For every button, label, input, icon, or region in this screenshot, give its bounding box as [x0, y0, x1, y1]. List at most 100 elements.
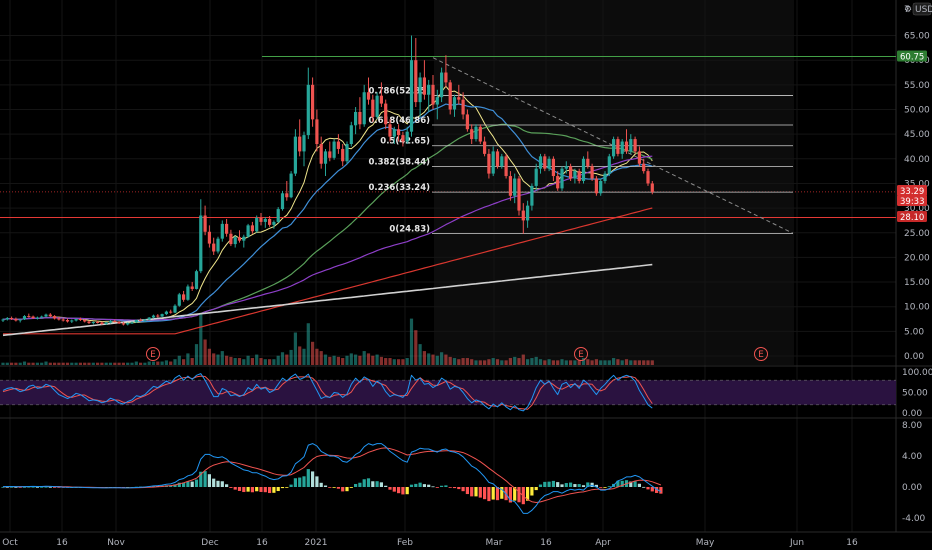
volume-bar	[276, 355, 280, 365]
volume-bar	[465, 358, 469, 365]
volume-bar	[500, 360, 504, 365]
volume-bar	[263, 359, 267, 365]
macd-histogram-bar	[35, 486, 39, 488]
time-tick-label: 16	[256, 538, 268, 548]
macd-histogram-bar	[315, 476, 319, 487]
candle-body	[61, 319, 65, 321]
volume-bar	[173, 359, 177, 365]
macd-histogram-bar	[577, 484, 581, 487]
volume-bar	[108, 362, 113, 365]
macd-histogram-bar	[461, 487, 465, 492]
candle-body	[521, 210, 525, 221]
volume-bar	[620, 360, 624, 365]
volume-bar	[35, 362, 39, 365]
volume-bar	[250, 358, 254, 365]
candle-body	[100, 322, 104, 324]
volume-bar	[526, 359, 530, 365]
candle-body	[418, 77, 422, 103]
settings-icon[interactable]: ⚙	[904, 5, 912, 15]
volume-bar	[461, 358, 465, 365]
macd-line	[2, 443, 662, 514]
macd-histogram-bar	[564, 483, 568, 487]
currency-label-box[interactable]	[912, 2, 932, 16]
candle-body	[237, 237, 242, 241]
candle-body	[272, 221, 276, 225]
candle-body	[229, 233, 233, 245]
volume-bar	[431, 354, 435, 365]
candle-body	[246, 225, 250, 237]
price-tick-label: 7	[904, 5, 910, 15]
candle-body	[306, 84, 310, 136]
candle-body	[491, 151, 495, 174]
time-tick-label: 16	[846, 538, 858, 548]
macd-histogram-bar	[362, 479, 366, 487]
candle-body	[586, 158, 590, 167]
candle-body	[70, 320, 74, 322]
time-axis[interactable]: Oct 16 Nov Dec 16 2021 Feb Mar 16 Apr May Jun 16	[2, 538, 858, 548]
macd-histogram-bar	[272, 487, 276, 493]
stochastic-k-line	[2, 373, 653, 412]
macd-histogram-bar	[431, 486, 435, 488]
candle-body	[48, 314, 52, 317]
volume-bar	[70, 362, 74, 365]
candle-body	[160, 314, 164, 317]
trend-line[interactable]	[432, 57, 794, 234]
volume-bar	[564, 360, 568, 365]
candle-body	[216, 238, 220, 252]
price-tag-label: 28.10	[900, 213, 924, 223]
volume-bar	[594, 359, 598, 365]
candle-body	[513, 178, 517, 196]
candle-body	[427, 84, 431, 95]
macd-histogram-bar	[392, 487, 396, 492]
volume-bar	[405, 358, 409, 365]
volume-bar	[27, 362, 31, 365]
ma-long-line	[2, 263, 653, 337]
candle-body	[207, 231, 211, 244]
candle-body	[242, 236, 246, 241]
macd-histogram-bar	[280, 487, 285, 489]
candle-body	[616, 139, 620, 154]
stochastic-tick-label: 100.00	[902, 368, 932, 378]
macd-histogram-bar	[345, 487, 349, 492]
volume-bar	[147, 361, 151, 365]
candle-body	[646, 171, 650, 184]
fib-level-label: 0.618(46.86)	[368, 116, 430, 126]
macd-histogram-bar	[401, 487, 405, 495]
volume-bar	[87, 362, 91, 365]
candle-body	[504, 156, 508, 177]
stochastic-axis[interactable]: 100.00 50.00 0.00	[902, 368, 932, 419]
candle-body	[435, 97, 439, 105]
candlesticks	[1, 35, 654, 326]
candle-body	[452, 97, 457, 110]
candle-body	[599, 180, 603, 194]
volume-bar	[280, 352, 285, 365]
macd-histogram-bar	[581, 485, 586, 487]
price-tick-label: 30.00	[904, 204, 930, 214]
volume-bar	[646, 360, 650, 365]
volume-bar	[616, 359, 620, 365]
candle-body	[624, 141, 629, 152]
volume-bar	[61, 362, 65, 365]
macd-histogram-bar	[586, 482, 590, 487]
fib-level-label: 0(24.83)	[389, 225, 430, 235]
candle-body	[276, 209, 280, 222]
volume-bar	[212, 353, 216, 365]
macd-histogram-bar	[259, 487, 263, 492]
macd-histogram-bar	[225, 484, 229, 487]
candle-body	[5, 318, 9, 320]
volume-bar	[242, 359, 246, 365]
macd-histogram-bar	[31, 486, 35, 488]
macd-histogram-bar	[177, 482, 181, 487]
macd-histogram-bar	[427, 484, 431, 487]
macd-histogram-bar	[289, 484, 293, 487]
macd-histogram-bar	[285, 487, 289, 488]
volume-bar	[508, 358, 512, 365]
macd-histogram-bar	[457, 487, 461, 490]
macd-axis[interactable]: 8.00 4.00 0.00 -4.00	[902, 421, 926, 524]
candle-body	[255, 217, 259, 232]
currency-label[interactable]: USD	[915, 5, 932, 15]
candle-body	[14, 319, 18, 321]
volume-bar	[130, 362, 134, 365]
